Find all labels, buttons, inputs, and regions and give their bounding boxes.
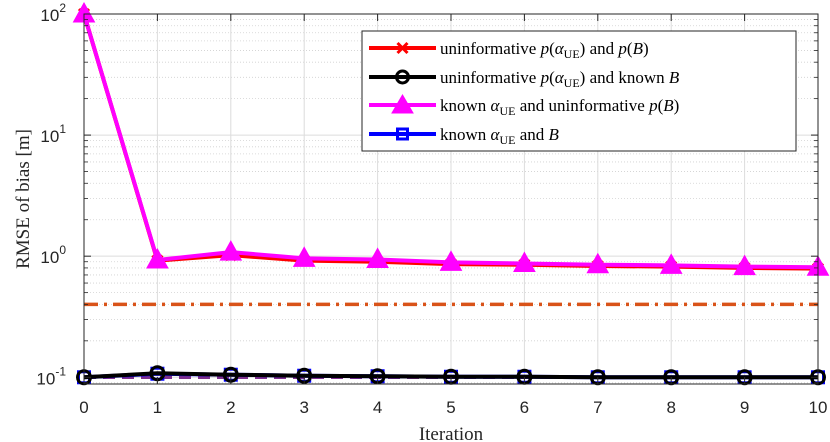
x-tick-label: 1 (153, 398, 162, 417)
x-axis-label: Iteration (419, 424, 484, 442)
x-tick-label: 3 (299, 398, 308, 417)
y-tick-label: 102 (40, 1, 66, 25)
legend-entry-1: uninformative p(αUE) and p(B) (369, 39, 649, 61)
data-point-triangle (219, 240, 243, 261)
data-point-triangle (586, 252, 610, 274)
legend-marker-1 (396, 41, 409, 55)
data-point-triangle (146, 247, 169, 269)
x-tick-label: 6 (520, 398, 529, 417)
x-tick-label: 5 (446, 398, 455, 417)
x-tick-label: 7 (593, 398, 602, 417)
x-tick-label: 4 (373, 398, 382, 417)
data-point-triangle (733, 254, 756, 276)
legend-label-4: known αUE and B (440, 125, 560, 147)
data-point-triangle (513, 251, 536, 273)
x-tick-labels: 0 1 2 3 4 5 6 7 8 9 10 (79, 398, 827, 417)
legend-label-2: uninformative p(αUE) and known B (440, 68, 680, 90)
legend: uninformative p(αUE) and p(B) uninformat… (361, 30, 797, 152)
series-3 (72, 1, 830, 276)
series-line-2 (83, 371, 818, 380)
y-tick-label: 10-1 (36, 364, 66, 388)
x-tick-label: 10 (809, 398, 828, 417)
data-point-triangle (366, 247, 389, 268)
x-tick-label: 9 (740, 398, 749, 417)
legend-box (361, 30, 797, 152)
axis-ticks (83, 13, 819, 384)
data-point-triangle (439, 250, 463, 271)
legend-label-1: uninformative p(αUE) and p(B) (440, 39, 649, 61)
legend-entry-2: uninformative p(αUE) and known B (369, 68, 680, 90)
x-tick-label: 0 (79, 398, 88, 417)
x-tick-label: 8 (666, 398, 675, 417)
data-point-triangle (292, 246, 316, 267)
x-tick-label: 2 (226, 398, 235, 417)
legend-marker-3 (391, 94, 414, 114)
y-axis-label: RMSE of bias [m] (13, 129, 34, 269)
legend-entry-3: known αUE and uninformative p(B) (369, 94, 679, 118)
data-point-triangle (659, 253, 683, 274)
y-tick-labels: 10-1 100 101 102 (36, 1, 66, 388)
legend-marker-4 (396, 127, 409, 141)
legend-marker-2 (395, 69, 410, 85)
y-tick-label: 101 (40, 122, 66, 146)
legend-label-3: known αUE and uninformative p(B) (440, 96, 679, 118)
series-layer (72, 1, 830, 386)
legend-entry-4: known αUE and B (369, 125, 560, 147)
y-tick-label: 100 (40, 243, 66, 267)
